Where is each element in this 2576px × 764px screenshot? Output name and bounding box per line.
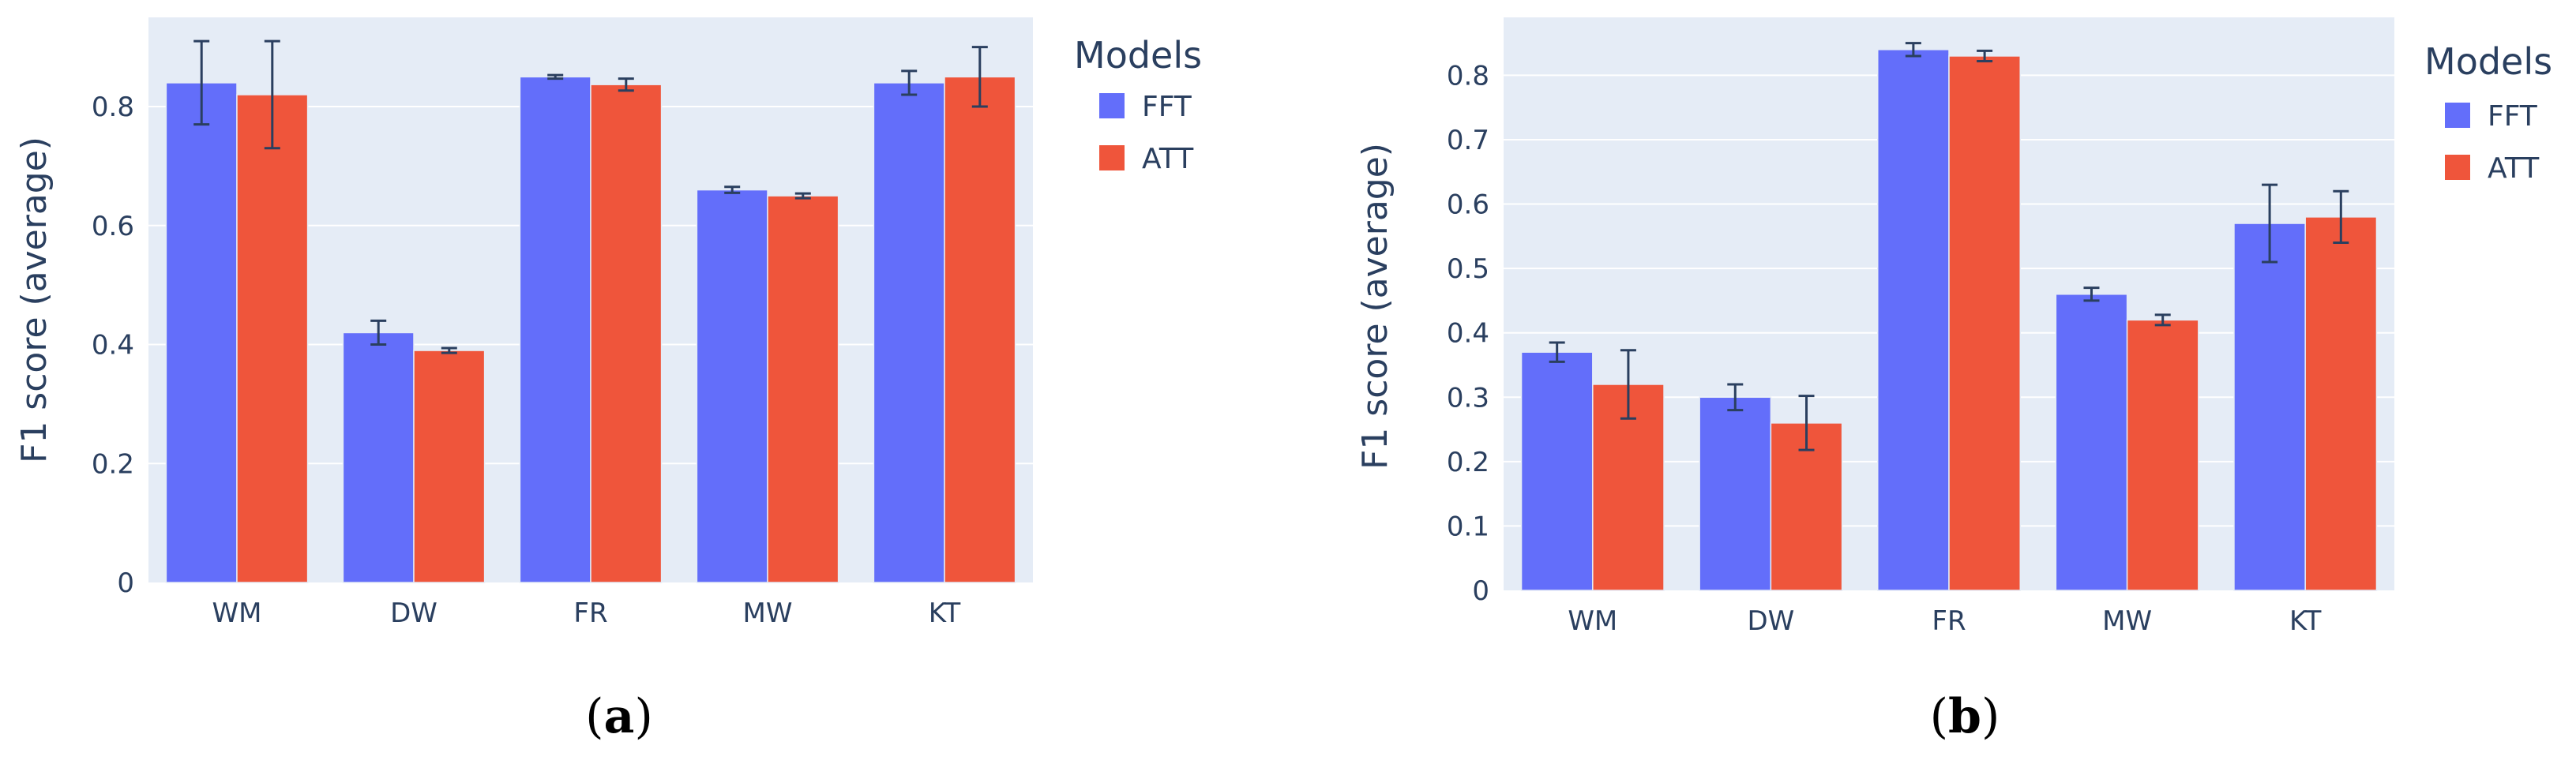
panel-b-bars [1520,49,2378,591]
panel-b-bar-att-kt [2304,216,2378,591]
panel-a-error-bar-fft-wm [193,39,210,126]
panel-a-bar-att-fr [590,84,663,583]
panel-b-error-bar-fft-fr [1905,42,1921,58]
panel-a-error-bar-att-wm [264,39,280,150]
panel-b-error-bar-att-dw [1798,395,1815,451]
panel-b-y-tick-label: 0.7 [1447,125,1489,156]
panel-a-legend-label-fft: FFT [1142,91,1192,123]
panel-b-legend-title: Models [2424,40,2552,83]
panel-a-y-tick-label: 0.8 [92,92,134,123]
panel-a-error-bar-fft-fr [547,73,564,81]
panel-b-error-bar-att-mw [2154,313,2171,327]
panel-b-y-tick-labels: 0 0.1 0.2 0.3 0.4 0.5 0.6 0.7 0.8 [1447,60,1489,607]
panel-a-error-bar-fft-dw [370,319,387,346]
panel-b-bar-fft-mw [2055,294,2128,591]
panel-b-y-tick-label: 0.4 [1447,318,1489,350]
panel-b-y-tick-label: 0.5 [1447,253,1489,285]
panel-b-x-tick-label-fr: FR [1932,605,1966,637]
panel-a-y-tick-label: 0 [117,567,134,599]
panel-a-x-tick-label-mw: MW [743,597,793,629]
panel-a-legend-label-att: ATT [1142,143,1194,175]
panel-b-y-tick-label: 0.1 [1447,511,1489,542]
panel-b-bar-att-fr [1948,55,2021,591]
panel-b-caption-letter: b [1948,689,1981,744]
panel-a-legend: Models FFT ATT [1074,34,1202,175]
panel-b-y-axis-label: F1 score (average) [1355,143,1395,470]
panel-a-x-tick-label-kt: KT [929,597,961,629]
panel-a-legend-title: Models [1074,34,1202,77]
panel-a-error-bar-att-dw [441,346,457,354]
panel-b-error-bar-att-fr [1977,49,1993,62]
panel-a-bar-att-dw [413,350,486,583]
panel-a-bar-att-mw [767,195,839,583]
panel-b-bar-att-dw [1770,422,1843,591]
panel-b-error-bars [1549,42,2349,451]
panel-b-legend-swatch-fft [2445,103,2470,128]
panel-b-error-bar-fft-dw [1727,383,1744,412]
panel-a-y-axis-label: F1 score (average) [14,137,54,463]
panel-b-x-tick-labels: WM DW FR MW KT [1568,605,2321,637]
panel-b-y-tick-label: 0.6 [1447,189,1489,221]
panel-b-chart: 0 0.1 0.2 0.3 0.4 0.5 0.6 0.7 0.8 WM DW FR MW KT F1 … [1355,17,2552,744]
panel-a-x-tick-label-fr: FR [573,597,607,629]
panel-a-error-bar-fft-mw [724,185,741,194]
panel-b-bar-fft-fr [1877,49,1950,591]
panel-a-y-tick-labels: 0 0.2 0.4 0.6 0.8 [92,92,134,599]
panel-a-bar-fft-wm [165,82,238,583]
panel-b-error-bar-fft-kt [2262,183,2278,264]
panel-a-legend-swatch-fft [1099,93,1125,118]
panel-a-error-bar-fft-kt [901,69,918,96]
panel-a-bars [165,76,1016,583]
panel-b-legend-swatch-att [2445,155,2470,180]
panel-b-caption: (b) [1930,689,2000,744]
panel-b-x-tick-label-wm: WM [1568,605,1617,637]
panel-b-error-bar-att-wm [1620,349,1636,420]
panel-b-y-tick-label: 0 [1472,575,1489,607]
panel-b-error-bar-fft-wm [1549,341,1565,363]
panel-a-bar-fft-mw [696,189,768,583]
panel-a-error-bar-att-fr [618,77,634,92]
panel-a-x-tick-labels: WM DW FR MW KT [212,597,961,629]
panel-a-bar-fft-dw [342,331,415,583]
panel-b-bar-fft-dw [1699,396,1772,591]
panel-a-chart: 0 0.2 0.4 0.6 0.8 WM DW FR MW KT F1 score (avera… [14,17,1202,744]
panel-b-x-tick-label-dw: DW [1747,605,1794,637]
panel-a-caption: (a) [585,689,653,744]
panel-b-error-bar-fft-mw [2083,286,2100,302]
panel-a-error-bar-att-kt [971,46,988,108]
panel-b-x-tick-label-kt: KT [2289,605,2322,637]
panel-a-legend-swatch-att [1099,145,1125,170]
panel-a-x-tick-label-dw: DW [390,597,437,629]
panel-b-legend: Models FFT ATT [2424,40,2552,185]
panel-b-bar-att-mw [2126,319,2199,591]
panel-b-y-tick-label: 0.3 [1447,382,1489,414]
panel-a-bar-fft-kt [873,82,945,583]
panel-b-x-tick-label-mw: MW [2102,605,2152,637]
panel-a-bar-att-wm [236,94,309,583]
panel-b-y-tick-label: 0.2 [1447,447,1489,478]
panel-b-bar-fft-kt [2233,223,2306,591]
panel-b-legend-label-fft: FFT [2488,100,2538,133]
panel-b-y-tick-label: 0.8 [1447,60,1489,92]
panel-a-bar-att-kt [944,76,1016,583]
panel-a-caption-letter: a [604,689,635,744]
panel-b-bar-fft-wm [1520,351,1594,591]
panel-a-error-bar-att-mw [794,192,811,200]
panel-a-error-bars [193,39,988,354]
panel-a-y-tick-label: 0.4 [92,330,134,361]
panel-a-x-tick-label-wm: WM [212,597,262,629]
panel-b-legend-label-att: ATT [2488,152,2540,185]
panel-b-error-bar-att-kt [2333,189,2349,245]
panel-a-y-tick-label: 0.2 [92,448,134,480]
panel-a-y-tick-label: 0.6 [92,211,134,242]
panel-a-bar-fft-fr [519,76,591,583]
